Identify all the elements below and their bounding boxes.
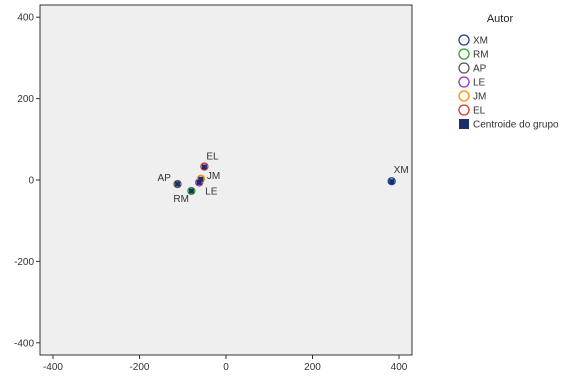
centroid-marker — [196, 179, 202, 185]
x-tick-label: -400 — [43, 362, 63, 373]
point-label-rm: RM — [173, 194, 189, 205]
point-label-le: LE — [205, 186, 218, 197]
point-label-ap: AP — [158, 173, 172, 184]
legend-marker-ap — [458, 62, 470, 74]
centroid-marker — [389, 179, 395, 185]
point-label-xm: XM — [394, 165, 409, 176]
legend-marker-el — [458, 104, 470, 116]
legend-marker-le — [458, 76, 470, 88]
y-tick-label: -200 — [14, 257, 34, 268]
plot-area — [39, 4, 413, 356]
x-tick-label: -200 — [129, 362, 149, 373]
axis-ticks: -400 -200 0 200 400 400 200 0 -200 -400 — [14, 13, 408, 373]
legend-marker-centroid — [459, 119, 469, 129]
legend-label-xm: XM — [473, 36, 488, 47]
legend-marker-xm — [458, 34, 470, 46]
y-tick-label: 400 — [17, 13, 34, 24]
x-tick-label: 200 — [304, 362, 321, 373]
point-label-jm: JM — [207, 171, 220, 182]
y-tick-label: 0 — [28, 176, 34, 187]
data-point-xm — [387, 177, 396, 186]
legend-label-centroid: Centroide do grupo — [473, 120, 559, 131]
legend-label-ap: AP — [473, 64, 487, 75]
legend-label-el: EL — [473, 106, 486, 117]
centroid-marker — [201, 164, 207, 170]
legend-marker-jm — [458, 90, 470, 102]
centroid-marker — [188, 188, 194, 194]
point-label-el: EL — [206, 152, 219, 163]
legend-label-le: LE — [473, 78, 486, 89]
x-tick-label: 0 — [223, 362, 229, 373]
legend-marker-rm — [458, 48, 470, 60]
centroid-marker — [175, 181, 181, 187]
legend-label-jm: JM — [473, 92, 486, 103]
data-point-el — [200, 162, 209, 171]
legend-label-rm: RM — [473, 50, 489, 61]
legend: Autor XM RM AP LE JM EL Centroide do grupo — [458, 13, 559, 131]
data-point-ap — [173, 179, 182, 189]
data-point-rm — [187, 186, 196, 196]
centroid-marker — [198, 176, 204, 182]
legend-title: Autor — [487, 13, 514, 25]
y-tick-label: 200 — [17, 94, 34, 105]
y-tick-label: -400 — [14, 338, 34, 349]
x-tick-label: 400 — [391, 362, 408, 373]
